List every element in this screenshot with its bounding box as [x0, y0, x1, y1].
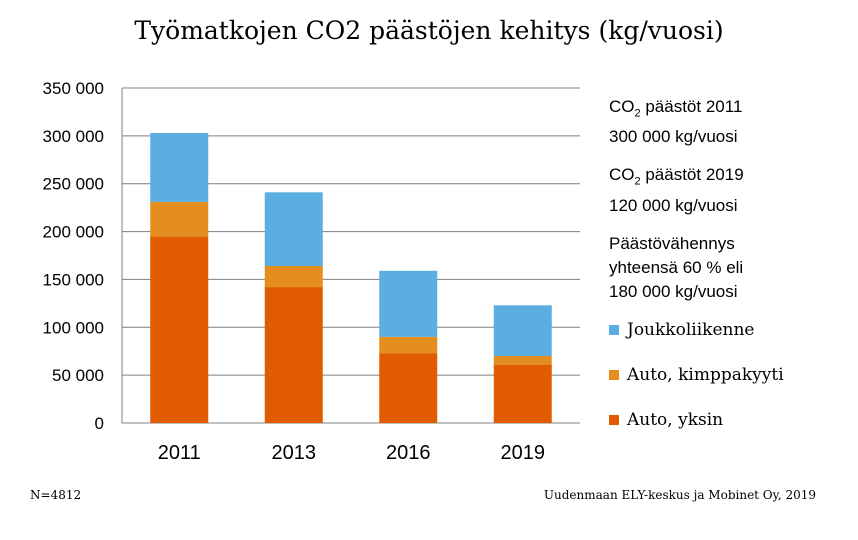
note-2011-line1: CO2 päästöt 2011	[609, 95, 849, 125]
y-tick-label-100000: 100 000	[43, 318, 104, 337]
bar-2013-series-2	[264, 192, 323, 267]
legend-label-joukkoliikenne: Joukkoliikenne	[627, 320, 755, 340]
note-2019-sub: 2	[634, 175, 641, 188]
bar-2019-series-2	[493, 305, 552, 356]
legend-swatch-joukkoliikenne	[609, 325, 619, 335]
note-2019-line1: CO2 päästöt 2019	[609, 163, 849, 193]
y-tick-label-350000: 350 000	[43, 79, 104, 98]
legend-label-kimppakyyti: Auto, kimppakyyti	[627, 365, 784, 385]
sample-size-note: N=4812	[30, 488, 82, 502]
note-2019: CO2 päästöt 2019 120 000 kg/vuosi	[609, 163, 849, 217]
y-tick-label-50000: 50 000	[52, 366, 104, 385]
note-2011: CO2 päästöt 2011 300 000 kg/vuosi	[609, 95, 849, 149]
x-tick-label-2011: 2011	[158, 442, 201, 464]
note-reduction-line1: Päästövähennys	[609, 233, 735, 253]
note-2011-co: CO	[609, 97, 635, 116]
bar-2011-series-1	[150, 201, 209, 237]
note-reduction-line3: 180 000 kg/vuosi	[609, 281, 738, 301]
note-2011-suffix: päästöt 2011	[640, 97, 743, 116]
legend-label-yksin: Auto, yksin	[627, 410, 724, 430]
bar-2019-series-1	[493, 356, 552, 365]
legend-swatch-yksin	[609, 415, 619, 425]
note-2011-value: 300 000 kg/vuosi	[609, 127, 738, 147]
y-tick-label-150000: 150 000	[43, 270, 104, 289]
legend-item-yksin: Auto, yksin	[609, 408, 784, 432]
y-tick-label-250000: 250 000	[43, 175, 104, 194]
note-2019-value: 120 000 kg/vuosi	[609, 195, 738, 215]
legend-item-kimppakyyti: Auto, kimppakyyti	[609, 363, 784, 387]
note-reduction-line2: yhteensä 60 % eli	[609, 257, 744, 277]
note-2011-sub: 2	[634, 107, 641, 120]
y-tick-label-0: 0	[95, 414, 104, 433]
note-2019-suffix: päästöt 2019	[640, 165, 744, 185]
bar-2011-series-0	[150, 236, 209, 423]
bar-2016-series-2	[379, 270, 438, 337]
chart-legend: Joukkoliikenne Auto, kimppakyyti Auto, y…	[609, 318, 784, 453]
bar-2016-series-0	[379, 353, 438, 423]
y-tick-label-200000: 200 000	[43, 223, 104, 242]
annotation-panel: CO2 päästöt 2011 300 000 kg/vuosi CO2 pä…	[609, 95, 849, 318]
x-tick-label-2013: 2013	[272, 442, 317, 464]
source-note: Uudenmaan ELY-keskus ja Mobinet Oy, 2019	[543, 488, 816, 502]
legend-swatch-kimppakyyti	[609, 370, 619, 380]
bar-2013-series-1	[264, 266, 323, 288]
legend-item-joukkoliikenne: Joukkoliikenne	[609, 318, 784, 342]
note-reduction: Päästövähennys yhteensä 60 % eli 180 000…	[609, 232, 849, 304]
bar-2016-series-1	[379, 336, 438, 354]
y-tick-label-300000: 300 000	[43, 127, 104, 146]
x-tick-label-2019: 2019	[501, 442, 546, 464]
x-tick-label-2016: 2016	[386, 442, 431, 464]
bar-2013-series-0	[264, 287, 323, 423]
note-2019-co: CO	[609, 165, 635, 185]
chart-title: Työmatkojen CO2 päästöjen kehitys (kg/vu…	[134, 16, 724, 45]
bar-2011-series-2	[150, 132, 209, 202]
bar-2019-series-0	[493, 364, 552, 423]
